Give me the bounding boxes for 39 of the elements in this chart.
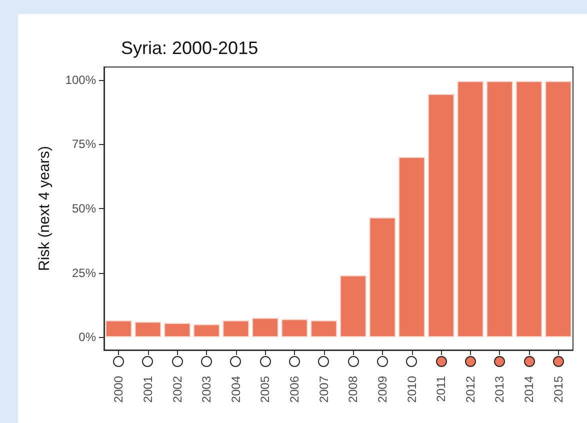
y-tick-label: 0% [78, 330, 96, 344]
bar [369, 218, 396, 338]
bar [340, 275, 366, 338]
x-tick-label: 2000 [112, 376, 126, 403]
x-tick-label: 2002 [170, 376, 184, 403]
chart-title: Syria: 2000-2015 [121, 38, 258, 58]
bar [428, 94, 454, 338]
bar [516, 81, 542, 338]
bar [193, 324, 220, 338]
bar [398, 157, 425, 338]
bar [164, 322, 190, 338]
bar [457, 81, 484, 338]
y-tick-label: 50% [72, 202, 96, 216]
x-tick-label: 2009 [375, 376, 390, 403]
bar [222, 320, 250, 338]
x-tick-label: 2004 [228, 376, 243, 403]
bar [281, 319, 308, 338]
x-tick-label: 2005 [258, 376, 272, 403]
x-tick-label: 2011 [434, 376, 448, 402]
x-tick-label: 2010 [404, 376, 419, 403]
x-tick-label: 2007 [316, 376, 331, 403]
y-tick-label: 100% [65, 72, 96, 87]
x-tick-label: 2013 [492, 376, 507, 403]
y-axis-title: Risk (next 4 years) [36, 146, 53, 272]
y-tick-label: 75% [72, 137, 96, 152]
bar [486, 81, 513, 338]
bar [310, 320, 338, 338]
x-tick-label: 2003 [200, 376, 214, 403]
x-tick-label: 2001 [140, 376, 155, 403]
x-tick-label: 2006 [288, 376, 302, 403]
x-tick-label: 2008 [346, 376, 360, 403]
bar [252, 318, 278, 338]
bar [545, 81, 572, 338]
bar [105, 320, 132, 338]
bar [134, 322, 162, 338]
x-tick-label: 2012 [463, 376, 478, 403]
x-tick-label: 2014 [522, 376, 536, 403]
y-tick-label: 25% [72, 266, 96, 280]
x-tick-label: 2015 [551, 376, 566, 403]
